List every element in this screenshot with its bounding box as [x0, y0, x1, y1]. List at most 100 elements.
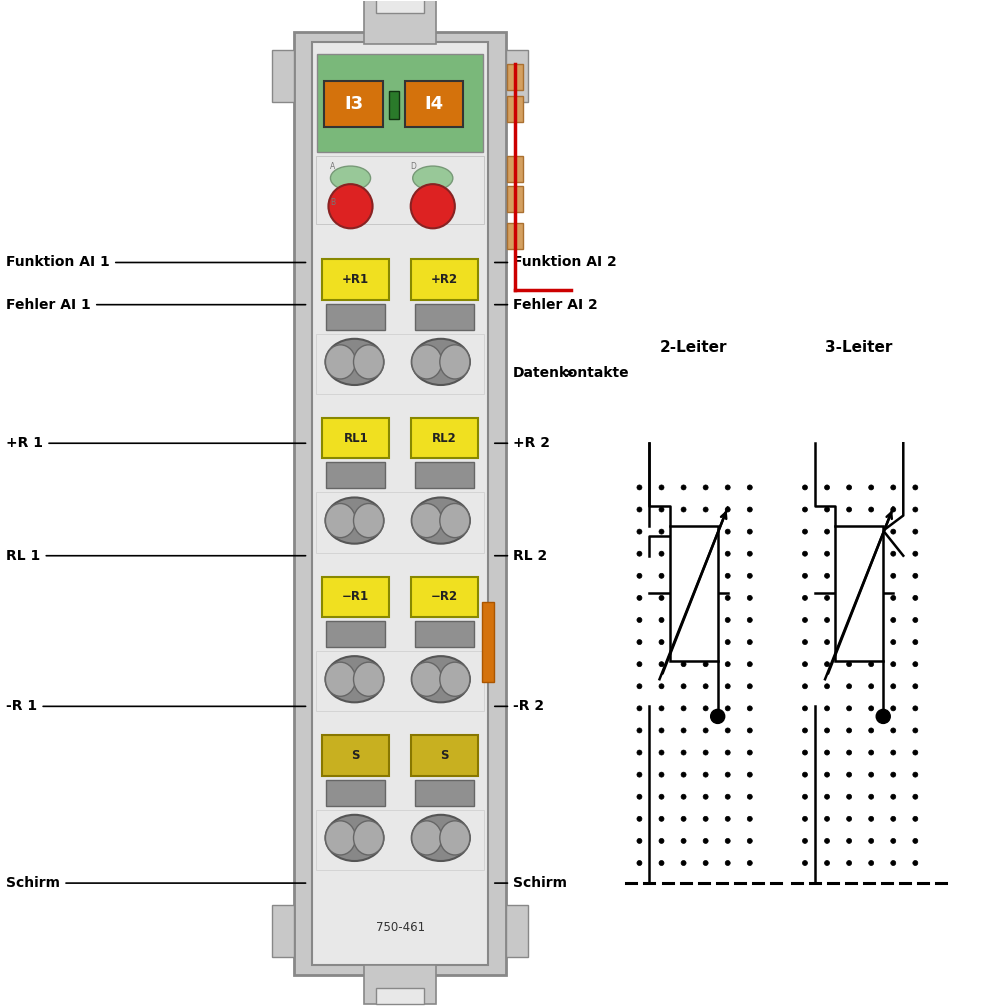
Circle shape [747, 617, 752, 622]
Bar [835, 526, 883, 662]
Ellipse shape [325, 497, 383, 544]
Circle shape [912, 728, 917, 733]
Bar [295, 31, 506, 976]
Text: B: B [330, 197, 335, 206]
Circle shape [725, 728, 730, 733]
Circle shape [825, 573, 830, 578]
Circle shape [868, 861, 873, 866]
Bar [322, 260, 389, 300]
Circle shape [890, 617, 895, 622]
Circle shape [703, 772, 708, 777]
Circle shape [890, 595, 895, 600]
Circle shape [703, 684, 708, 689]
Circle shape [747, 507, 752, 512]
Circle shape [703, 573, 708, 578]
Circle shape [803, 507, 808, 512]
Bar [318, 53, 483, 152]
Circle shape [703, 861, 708, 866]
Circle shape [659, 706, 664, 711]
Circle shape [803, 684, 808, 689]
Text: 2-Leiter: 2-Leiter [660, 340, 727, 355]
Bar [273, 49, 295, 102]
Bar [411, 260, 478, 300]
Circle shape [659, 861, 664, 866]
Ellipse shape [411, 657, 470, 702]
Bar [317, 652, 484, 711]
Circle shape [659, 817, 664, 822]
Circle shape [659, 728, 664, 733]
Circle shape [637, 795, 642, 800]
Circle shape [681, 617, 686, 622]
Circle shape [681, 595, 686, 600]
Circle shape [710, 709, 724, 723]
Ellipse shape [440, 344, 470, 379]
Circle shape [912, 595, 917, 600]
Circle shape [725, 684, 730, 689]
Text: S: S [351, 749, 360, 762]
Bar [376, 0, 425, 13]
Circle shape [803, 617, 808, 622]
Circle shape [868, 551, 873, 556]
Circle shape [637, 772, 642, 777]
Circle shape [747, 728, 752, 733]
Circle shape [803, 728, 808, 733]
Circle shape [803, 529, 808, 534]
Circle shape [703, 750, 708, 755]
Circle shape [890, 684, 895, 689]
Circle shape [703, 795, 708, 800]
Circle shape [637, 485, 642, 490]
Circle shape [637, 639, 642, 644]
Circle shape [868, 573, 873, 578]
Circle shape [747, 706, 752, 711]
Circle shape [803, 551, 808, 556]
Circle shape [659, 507, 664, 512]
Bar [326, 304, 385, 329]
Circle shape [803, 639, 808, 644]
Circle shape [847, 772, 852, 777]
Circle shape [803, 861, 808, 866]
Text: I4: I4 [425, 95, 444, 113]
Circle shape [868, 750, 873, 755]
Circle shape [825, 839, 830, 844]
Circle shape [637, 861, 642, 866]
Circle shape [703, 595, 708, 600]
Bar [317, 810, 484, 870]
Circle shape [703, 728, 708, 733]
Text: −R1: −R1 [342, 590, 369, 603]
Circle shape [868, 595, 873, 600]
Circle shape [868, 529, 873, 534]
Bar [415, 621, 474, 648]
Bar [507, 63, 523, 90]
Circle shape [747, 750, 752, 755]
Circle shape [912, 795, 917, 800]
Text: RL2: RL2 [433, 432, 457, 445]
Circle shape [912, 573, 917, 578]
Circle shape [703, 617, 708, 622]
Circle shape [803, 772, 808, 777]
Circle shape [803, 485, 808, 490]
Bar [273, 905, 295, 958]
Bar [364, 0, 437, 43]
Text: RL1: RL1 [343, 432, 368, 445]
Circle shape [890, 485, 895, 490]
Circle shape [681, 728, 686, 733]
Circle shape [747, 839, 752, 844]
Ellipse shape [412, 166, 453, 190]
Circle shape [747, 485, 752, 490]
Bar [415, 304, 474, 329]
Circle shape [912, 507, 917, 512]
Circle shape [681, 772, 686, 777]
Circle shape [681, 817, 686, 822]
Circle shape [847, 529, 852, 534]
Text: D: D [409, 161, 415, 170]
Circle shape [725, 839, 730, 844]
Circle shape [890, 839, 895, 844]
Ellipse shape [411, 663, 442, 696]
Circle shape [847, 639, 852, 644]
Circle shape [890, 529, 895, 534]
Circle shape [825, 728, 830, 733]
Circle shape [890, 639, 895, 644]
Circle shape [868, 639, 873, 644]
Circle shape [868, 507, 873, 512]
Ellipse shape [411, 338, 470, 385]
